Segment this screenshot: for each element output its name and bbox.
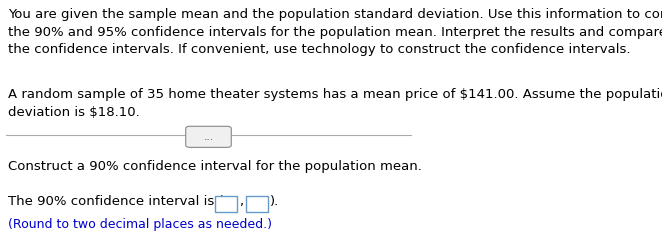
Text: ).: ). <box>270 195 279 208</box>
Text: (Round to two decimal places as needed.): (Round to two decimal places as needed.) <box>7 218 271 231</box>
FancyBboxPatch shape <box>246 196 267 212</box>
FancyBboxPatch shape <box>215 196 236 212</box>
Text: The 90% confidence interval is (: The 90% confidence interval is ( <box>7 195 223 208</box>
Text: Construct a 90% confidence interval for the population mean.: Construct a 90% confidence interval for … <box>7 160 422 172</box>
Text: ...: ... <box>203 132 214 142</box>
Text: ,: , <box>239 195 243 208</box>
FancyBboxPatch shape <box>186 126 231 147</box>
Text: You are given the sample mean and the population standard deviation. Use this in: You are given the sample mean and the po… <box>7 8 662 56</box>
Text: A random sample of 35 home theater systems has a mean price of $141.00. Assume t: A random sample of 35 home theater syste… <box>7 88 662 119</box>
